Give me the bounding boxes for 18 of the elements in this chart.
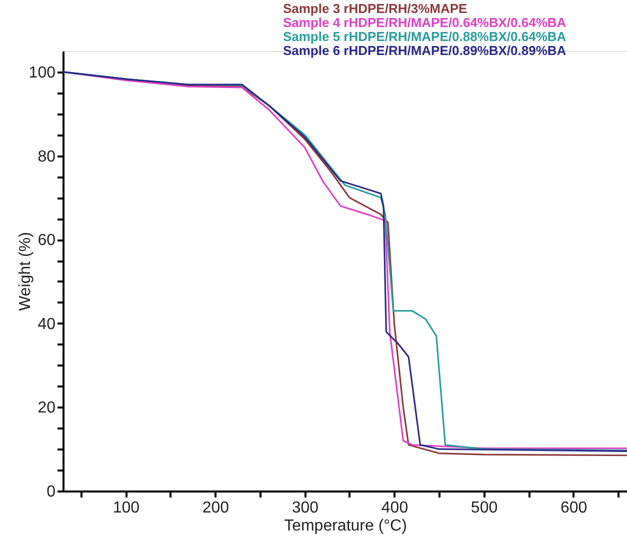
x-tick-label: 600 xyxy=(560,500,588,516)
y-tick-label: 40 xyxy=(38,316,56,333)
y-tick-label: 100 xyxy=(28,64,56,82)
y-tick-label: 80 xyxy=(38,148,56,166)
text: Sample 4 rHDPE/RH/MAPE/0.64%BX/0.64%BA xyxy=(282,15,567,30)
x-tick-label: 400 xyxy=(381,500,408,516)
x-tick-label: 100 xyxy=(112,500,140,516)
x-tick-label: 500 xyxy=(470,500,498,516)
text: Sample 6 rHDPE/RH/MAPE/0.89%BX/0.89%BA xyxy=(282,43,567,58)
x-axis-title: Temperature (°C) xyxy=(284,518,407,534)
y-tick-label: 20 xyxy=(38,400,56,417)
x-tick-label: 200 xyxy=(202,500,230,516)
text: Sample 3 rHDPE/RH/3%MAPE xyxy=(282,1,468,16)
y-tick-label: 0 xyxy=(46,484,56,500)
text: Sample 5 rHDPE/RH/MAPE/0.88%BX/0.64%BA xyxy=(282,29,567,44)
y-axis-title: Weight (%) xyxy=(16,232,34,311)
y-tick-label: 60 xyxy=(38,232,56,250)
x-tick-label: 300 xyxy=(292,500,319,516)
